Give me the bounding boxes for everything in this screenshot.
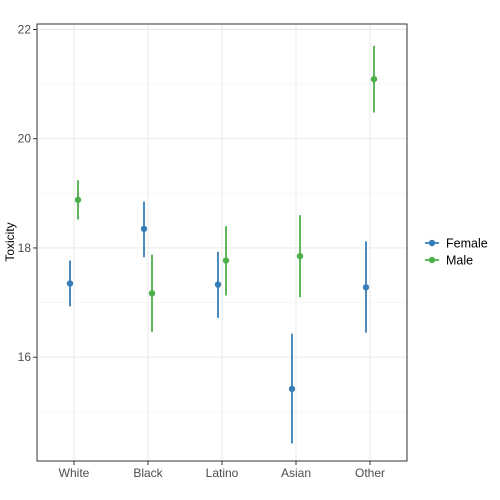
male-point bbox=[74, 196, 82, 204]
legend-key-point-male bbox=[428, 256, 436, 264]
female-point bbox=[214, 281, 222, 288]
x-tick-label: Other bbox=[355, 466, 385, 480]
female-point bbox=[362, 284, 370, 291]
y-tick-label: 18 bbox=[18, 241, 32, 255]
female-point bbox=[140, 225, 148, 233]
legend: Female Male bbox=[425, 237, 488, 268]
x-tick-label: Latino bbox=[206, 466, 239, 480]
legend-label-male: Male bbox=[446, 254, 473, 268]
grid-lines bbox=[37, 24, 407, 461]
male-point bbox=[148, 290, 156, 297]
x-tick-label: White bbox=[59, 466, 90, 480]
y-tick-label: 22 bbox=[18, 22, 32, 36]
x-tick-label: Black bbox=[133, 466, 163, 480]
male-point bbox=[222, 257, 230, 264]
y-axis-title: Toxicity bbox=[3, 222, 17, 261]
y-tick-label: 20 bbox=[18, 132, 32, 146]
data-layer bbox=[66, 45, 378, 444]
axes: 16 18 20 22 White Black Latino Asian Other bbox=[18, 22, 385, 480]
male-point bbox=[296, 252, 304, 260]
legend-key-point-female bbox=[428, 239, 436, 247]
female-point bbox=[66, 280, 74, 287]
female-point bbox=[288, 385, 296, 393]
male-point bbox=[370, 75, 378, 83]
y-tick-label: 16 bbox=[18, 350, 32, 364]
legend-label-female: Female bbox=[446, 237, 488, 251]
x-tick-label: Asian bbox=[281, 466, 311, 480]
